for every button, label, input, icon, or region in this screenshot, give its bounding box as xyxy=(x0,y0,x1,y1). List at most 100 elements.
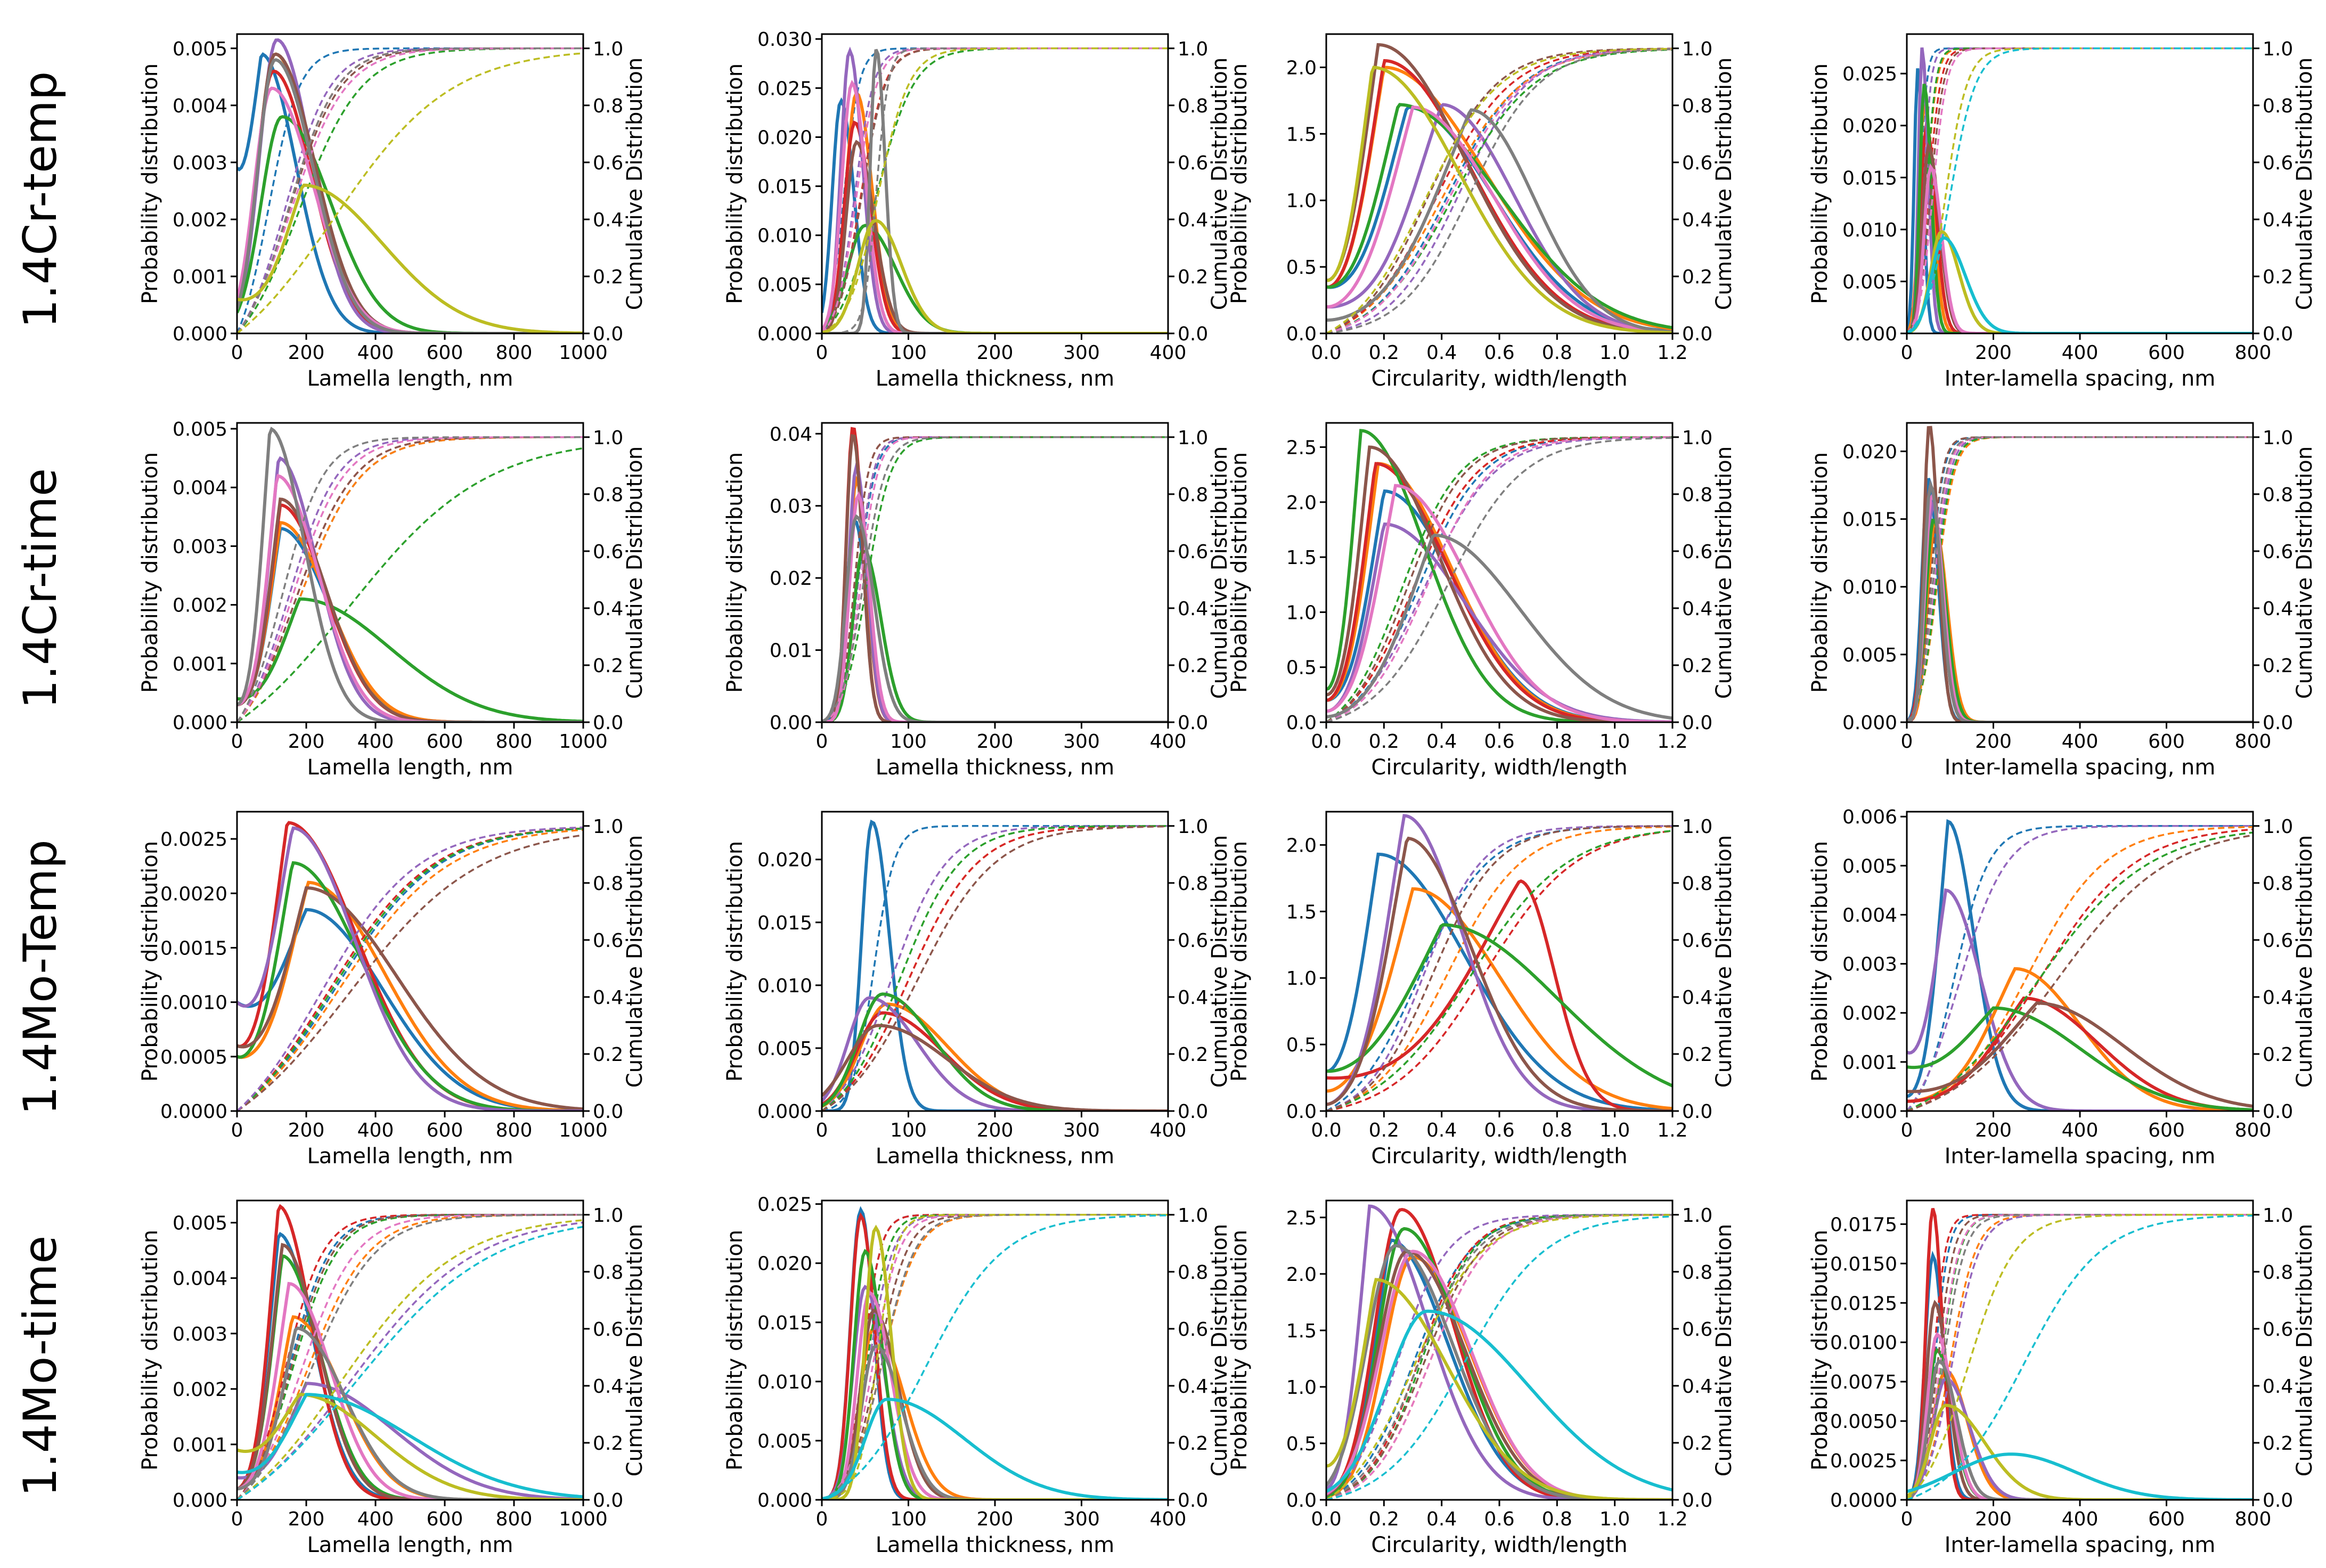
cdf-line-olive xyxy=(237,52,583,333)
y2-tick-label: 0.2 xyxy=(1682,266,1712,288)
y-tick-label: 0.002 xyxy=(173,595,227,617)
y-tick-label: 0.001 xyxy=(173,1434,227,1456)
x-tick-label: 0.8 xyxy=(1542,1120,1572,1141)
y-tick-label: 0.030 xyxy=(757,29,812,51)
y2-tick-label: 0.0 xyxy=(593,1101,623,1123)
y2-tick-label: 0.6 xyxy=(1682,152,1712,174)
y2-axis-title: Cumulative Distribution xyxy=(623,835,647,1088)
pdf-line-brown xyxy=(1907,1001,2253,1108)
y-tick-label: 0.020 xyxy=(757,127,812,149)
cdf-line-cyan xyxy=(1326,1215,1672,1500)
cdf-line-olive xyxy=(237,1219,583,1500)
cdf-line-green xyxy=(1326,830,1672,1111)
x-tick-label: 200 xyxy=(977,1120,1014,1141)
y2-tick-label: 0.2 xyxy=(593,1044,623,1066)
cdf-line-brown xyxy=(237,1214,583,1500)
y2-tick-label: 1.0 xyxy=(1682,1205,1712,1227)
y-tick-label: 0.020 xyxy=(757,850,812,871)
y2-tick-label: 0.2 xyxy=(593,266,623,288)
y-tick-label: 0.0 xyxy=(1286,712,1317,734)
pdf-line-gray xyxy=(1907,1359,2253,1500)
y2-tick-label: 0.2 xyxy=(1178,1433,1208,1455)
subplot-r4c3: 0.0 0.2 0.4 0.6 0.8 1.0 1.20.00.51.01.52.02.50… xyxy=(1227,1199,1736,1557)
x-tick-label: 1.0 xyxy=(1599,731,1630,753)
pdf-line-green xyxy=(1326,923,1672,1088)
y2-tick-label: 0.6 xyxy=(593,1319,623,1341)
y2-axis-title: Cumulative Distribution xyxy=(1712,835,1736,1088)
x-tick-label: 800 xyxy=(2235,1508,2272,1530)
pdf-line-cyan xyxy=(237,1393,583,1499)
row-label-1-4mo-temp: 1.4Mo-Temp xyxy=(14,839,67,1115)
pdf-line-brown xyxy=(237,497,583,722)
x-tick-label: 1.2 xyxy=(1657,1120,1687,1141)
cdf-line-orange xyxy=(1907,826,2253,1111)
y2-tick-label: 0.2 xyxy=(1178,266,1208,288)
y2-tick-label: 0.8 xyxy=(1682,484,1712,506)
pdf-line-olive xyxy=(822,1224,1168,1500)
x-tick-label: 0.8 xyxy=(1542,731,1572,753)
pdf-line-gray xyxy=(822,514,1168,722)
y2-axis-title: Cumulative Distribution xyxy=(1207,58,1232,310)
x-axis-title: Inter-lamella spacing, nm xyxy=(1945,1533,2216,1557)
cdf-line-purple xyxy=(1326,48,1672,333)
pdf-line-brown xyxy=(1326,836,1672,1111)
y-axis-title: Probability distribution xyxy=(1227,63,1252,304)
x-tick-label: 400 xyxy=(2062,342,2099,364)
subplot-r2c4: 0 200 400 600 800 0.000 0.005 0.010 0.015 0.020 0.… xyxy=(1808,422,2317,780)
pdf-line-brown xyxy=(1326,43,1672,333)
pdf-line-brown xyxy=(1907,1300,2253,1500)
y2-tick-label: 0.6 xyxy=(2263,541,2293,563)
pdf-line-blue xyxy=(822,97,1168,333)
x-tick-label: 400 xyxy=(357,731,394,753)
cdf-line-purple xyxy=(237,1221,583,1500)
y2-tick-label: 0.2 xyxy=(1682,1433,1712,1455)
x-tick-label: 800 xyxy=(2235,1120,2272,1141)
y2-axis-title: Cumulative Distribution xyxy=(1712,58,1736,310)
y2-tick-label: 0.2 xyxy=(2263,1044,2293,1066)
y-tick-label: 0.002 xyxy=(173,209,227,231)
y2-tick-label: 0.4 xyxy=(2263,209,2293,231)
cdf-line-gray xyxy=(1326,48,1672,333)
pdf-line-purple xyxy=(822,1285,1168,1500)
row-label-1-4mo-time: 1.4Mo-time xyxy=(14,1236,67,1497)
y-axis-title: Probability distribution xyxy=(138,63,162,304)
y-axis-title: Probability distribution xyxy=(723,452,747,693)
pdf-line-olive xyxy=(1326,66,1672,333)
y2-tick-label: 0.4 xyxy=(2263,598,2293,620)
x-tick-label: 600 xyxy=(2148,342,2185,364)
y2-tick-label: 1.0 xyxy=(1178,427,1208,449)
y-tick-label: 0.010 xyxy=(757,1371,812,1393)
y2-tick-label: 1.0 xyxy=(1682,427,1712,449)
y-axis-title: Probability distribution xyxy=(138,452,162,693)
y-tick-label: 0.0000 xyxy=(160,1101,227,1123)
y2-tick-label: 0.4 xyxy=(1682,209,1712,231)
subplot-r1c4: 0 200 400 600 800 0.000 0.005 0.010 0.015 0.020 0.… xyxy=(1808,33,2317,391)
cdf-line-olive xyxy=(1326,1214,1672,1500)
pdf-line-pink xyxy=(1326,105,1672,333)
y-tick-label: 0.00 xyxy=(770,712,812,734)
x-tick-label: 200 xyxy=(288,1120,325,1141)
y2-tick-label: 0.8 xyxy=(1178,95,1208,117)
x-tick-label: 0 xyxy=(816,342,828,364)
series-group xyxy=(1907,1207,2253,1500)
series-group xyxy=(822,46,1168,333)
y-axis-title: Probability distribution xyxy=(1808,452,1832,693)
x-tick-label: 0 xyxy=(816,1120,828,1141)
subplot-panels: 0 200 400 600 800 10000.0000.0010.0020.0030.0… xyxy=(138,29,2317,1557)
y2-tick-label: 0.6 xyxy=(2263,930,2293,952)
y-tick-label: 0.0175 xyxy=(1830,1214,1897,1236)
x-tick-label: 1000 xyxy=(559,1508,608,1530)
y2-axis-title: Cumulative Distribution xyxy=(1712,446,1736,699)
y-axis-title: Probability distribution xyxy=(723,1230,747,1471)
cdf-line-cyan xyxy=(237,1226,583,1500)
y-tick-label: 0.01 xyxy=(770,640,812,662)
x-tick-label: 400 xyxy=(1150,1508,1187,1530)
pdf-line-olive xyxy=(237,1393,583,1500)
y2-tick-label: 0.8 xyxy=(1682,873,1712,895)
x-tick-label: 1000 xyxy=(559,731,608,753)
pdf-line-green xyxy=(1907,518,2253,722)
y2-tick-label: 0.6 xyxy=(1178,930,1208,952)
x-tick-label: 200 xyxy=(288,1508,325,1530)
y-tick-label: 1.0 xyxy=(1286,1377,1317,1399)
cdf-line-gray xyxy=(822,436,1168,722)
